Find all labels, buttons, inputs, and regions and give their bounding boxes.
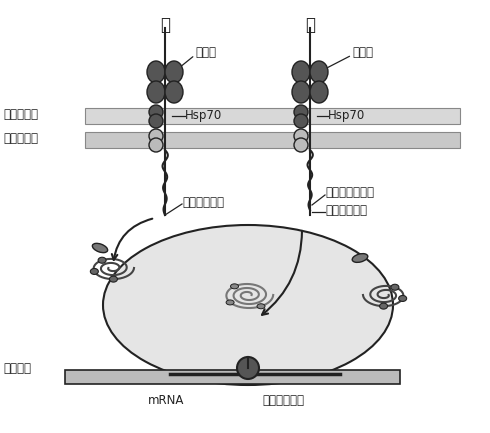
Ellipse shape [92, 243, 108, 252]
Ellipse shape [292, 61, 310, 83]
Ellipse shape [294, 138, 308, 152]
Ellipse shape [90, 268, 98, 275]
Text: 类囊体导向序列: 类囊体导向序列 [325, 187, 374, 200]
Ellipse shape [237, 357, 259, 379]
Text: 孔蛋白: 孔蛋白 [352, 45, 373, 58]
Ellipse shape [165, 81, 183, 103]
Text: 孔蛋白: 孔蛋白 [195, 45, 216, 58]
Text: 叶绻体外膜: 叶绻体外膜 [3, 109, 38, 122]
Ellipse shape [292, 81, 310, 103]
Ellipse shape [109, 276, 118, 282]
Ellipse shape [294, 114, 308, 128]
Text: 基质导向序列: 基质导向序列 [182, 196, 224, 209]
Ellipse shape [294, 105, 308, 119]
Text: Hsp70: Hsp70 [328, 110, 365, 123]
Ellipse shape [310, 61, 328, 83]
Ellipse shape [310, 81, 328, 103]
Ellipse shape [149, 138, 163, 152]
Ellipse shape [391, 284, 399, 290]
Ellipse shape [257, 304, 265, 309]
Text: mRNA: mRNA [148, 394, 184, 407]
Ellipse shape [149, 105, 163, 119]
Bar [85, 132, 460, 148]
Ellipse shape [352, 254, 368, 262]
Ellipse shape [165, 61, 183, 83]
Ellipse shape [149, 114, 163, 128]
Text: 甲: 甲 [160, 16, 170, 34]
Text: 基质导向序列: 基质导向序列 [325, 204, 367, 216]
Ellipse shape [98, 257, 106, 263]
Text: 叶绻体内膜: 叶绻体内膜 [3, 132, 38, 145]
Ellipse shape [230, 284, 239, 289]
Ellipse shape [294, 129, 308, 143]
Ellipse shape [149, 129, 163, 143]
Ellipse shape [147, 61, 165, 83]
Text: Hsp70: Hsp70 [185, 110, 222, 123]
Ellipse shape [380, 303, 388, 309]
Bar [65, 370, 400, 384]
Ellipse shape [399, 295, 407, 301]
Ellipse shape [226, 300, 234, 305]
Ellipse shape [103, 225, 393, 385]
Bar [85, 108, 460, 124]
Text: 类囊体膜: 类囊体膜 [3, 362, 31, 375]
Text: 叶绻体核糖体: 叶绻体核糖体 [262, 394, 304, 407]
Text: 乙: 乙 [305, 16, 315, 34]
Ellipse shape [147, 81, 165, 103]
